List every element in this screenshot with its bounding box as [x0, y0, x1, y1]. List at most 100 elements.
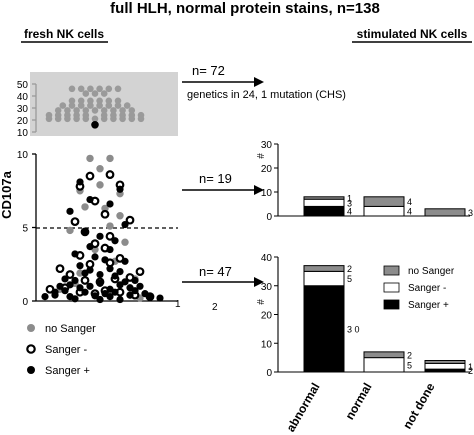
- inset-point: [64, 115, 71, 123]
- point-sanger-pos: [76, 262, 84, 270]
- bar-tick-label: 20: [261, 164, 273, 175]
- inset-point: [91, 90, 99, 97]
- point-no-sanger: [66, 226, 74, 235]
- bar-segment: [303, 196, 345, 200]
- bar-segment-label: 4: [347, 207, 352, 217]
- y-axis-label: CD107a: [0, 170, 14, 218]
- inset-point: [54, 107, 62, 114]
- category-label: not done: [400, 380, 438, 431]
- bar-segment: [424, 362, 466, 370]
- point-sanger-neg: [105, 170, 115, 179]
- inset-panel: [30, 72, 178, 136]
- point-sanger-pos: [136, 282, 144, 290]
- main-tick-label: 0: [22, 297, 28, 308]
- inset-tick-label: 30: [17, 104, 29, 115]
- point-sanger-pos: [131, 287, 139, 295]
- inset-point: [82, 107, 90, 114]
- point-sanger-pos: [41, 292, 49, 301]
- bar-segment: [363, 205, 405, 217]
- inset-point: [82, 115, 90, 123]
- inset-point: [96, 85, 103, 93]
- bar-tick-label: 10: [261, 188, 273, 199]
- main-tick-label: 10: [17, 150, 29, 161]
- point-sanger-neg: [80, 276, 90, 285]
- inset-point: [73, 115, 80, 123]
- scatter-legend: no Sanger Sanger - Sanger +: [26, 323, 96, 377]
- inset-point: [87, 97, 94, 105]
- point-no-sanger: [101, 204, 109, 213]
- bar-segment-label: 3 0: [347, 324, 360, 334]
- point-sanger-pos: [56, 282, 64, 290]
- point-sanger-pos: [156, 294, 164, 302]
- bar-segment: [303, 198, 345, 207]
- category-label: abnormal: [283, 381, 322, 435]
- point-sanger-pos: [76, 284, 84, 292]
- bar-segment-label: 1: [468, 362, 473, 372]
- legend-label: Sanger +: [45, 365, 90, 377]
- point-sanger-pos: [111, 237, 119, 245]
- inset-point: [128, 107, 136, 114]
- point-sanger-pos: [86, 282, 94, 290]
- bar-legend: no Sanger Sanger - Sanger +: [383, 265, 455, 311]
- inset-point: [100, 115, 108, 123]
- point-no-sanger: [81, 203, 89, 211]
- bar-segment: [303, 270, 345, 287]
- point-sanger-neg: [85, 171, 95, 181]
- bar-legend-swatch: [383, 299, 400, 310]
- point-sanger-pos: [106, 265, 114, 273]
- inset-point: [114, 85, 122, 93]
- point-sanger-pos: [61, 275, 69, 283]
- legend-open-ring: [26, 344, 36, 354]
- point-no-sanger: [76, 269, 84, 277]
- arrow-n-label: n= 47: [199, 264, 232, 279]
- figure-title: full HLH, normal protein stains, n=138: [110, 0, 380, 17]
- bar-segment-label: 4: [407, 197, 412, 207]
- point-sanger-neg: [135, 267, 145, 277]
- point-sanger-pos: [61, 287, 69, 295]
- bar-tick-label: 10: [261, 339, 273, 350]
- inset-point: [54, 115, 62, 123]
- point-sanger-pos: [106, 200, 114, 208]
- point-no-sanger: [106, 154, 114, 163]
- point-sanger-neg: [65, 270, 75, 279]
- bar-top-ylabel: #: [256, 153, 267, 159]
- inset-point: [96, 102, 103, 109]
- scatter-right-label: 1: [175, 299, 181, 310]
- point-sanger-pos: [116, 281, 124, 289]
- point-no-sanger: [96, 165, 104, 173]
- bar-segment-label: 1: [347, 194, 352, 204]
- bar-segment-label: 5: [407, 360, 412, 370]
- bar-legend-label: Sanger +: [408, 300, 449, 311]
- point-sanger-pos: [96, 270, 104, 279]
- inset-point: [68, 85, 76, 93]
- bar-segment-label: 2: [407, 350, 412, 360]
- point-sanger-pos: [116, 295, 124, 304]
- point-no-sanger: [121, 238, 129, 246]
- legend-label: Sanger -: [45, 344, 88, 356]
- point-sanger-pos: [96, 295, 104, 304]
- arrow-n-label: n= 72: [192, 63, 225, 78]
- point-sanger-pos: [66, 281, 74, 289]
- bar-tick-label: 20: [261, 311, 273, 322]
- bar-legend-swatch: [383, 265, 400, 276]
- inset-point: [87, 102, 94, 109]
- bar-tick-label: 40: [261, 253, 273, 264]
- point-sanger-pos: [71, 276, 79, 285]
- main-tick-label: 5: [22, 224, 28, 235]
- point-sanger-pos: [81, 228, 89, 236]
- point-no-sanger: [86, 154, 94, 163]
- bar-legend-label: no Sanger: [408, 266, 455, 277]
- inset-point: [119, 107, 126, 114]
- point-sanger-pos: [81, 269, 89, 277]
- bar-bottom-ylabel: #: [256, 299, 267, 305]
- point-sanger-pos: [121, 257, 129, 265]
- point-sanger-pos: [86, 195, 94, 204]
- bar-tick-label: 0: [266, 212, 272, 223]
- point-sanger-pos: [111, 272, 119, 280]
- inset-point: [114, 102, 122, 109]
- bar-segment: [303, 285, 345, 373]
- inset-point: [77, 97, 85, 105]
- point-sanger-pos: [116, 185, 124, 193]
- fresh-header: fresh NK cells: [24, 27, 104, 41]
